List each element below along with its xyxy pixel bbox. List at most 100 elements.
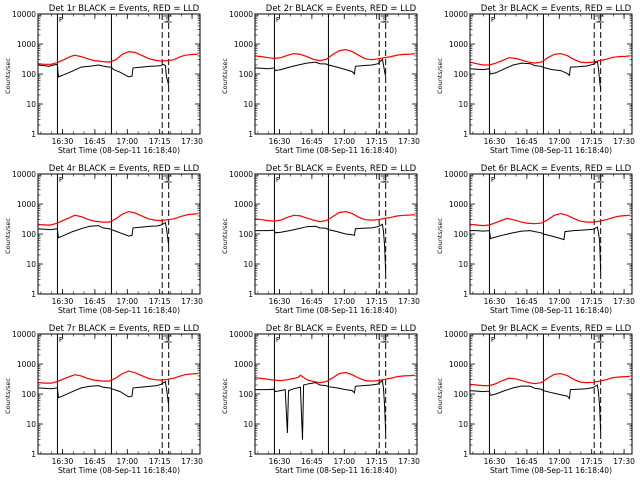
y-tick-label: 10000 bbox=[444, 330, 468, 339]
x-tick-label: 16:30 bbox=[484, 457, 506, 466]
y-axis-label: Counts/sec bbox=[221, 378, 229, 414]
marker-f-label: F bbox=[491, 16, 495, 24]
x-tick-label: 16:30 bbox=[484, 297, 506, 306]
series-lld bbox=[470, 212, 630, 227]
marker-f-label: F bbox=[59, 16, 63, 24]
y-tick-label: 10000 bbox=[12, 330, 36, 339]
x-tick-label: 17:15 bbox=[581, 297, 603, 306]
plot-area bbox=[38, 14, 198, 134]
y-tick-label: 10 bbox=[26, 420, 36, 429]
y-tick-label: 1 bbox=[463, 290, 468, 299]
x-tick-label: 17:15 bbox=[366, 457, 388, 466]
panel-title: Det 5r BLACK = Events, RED = LLD bbox=[266, 164, 417, 174]
plot-area bbox=[470, 14, 630, 134]
series-lld bbox=[255, 210, 415, 223]
plot-area bbox=[38, 174, 198, 294]
panel-title: Det 1r BLACK = Events, RED = LLD bbox=[49, 4, 200, 14]
x-tick-label: 16:30 bbox=[52, 457, 74, 466]
y-tick-label: 10000 bbox=[444, 10, 468, 19]
x-tick-label: 16:30 bbox=[52, 297, 74, 306]
y-tick-label: 1000 bbox=[449, 360, 468, 369]
x-tick-label: 17:00 bbox=[116, 137, 138, 146]
y-tick-label: 10000 bbox=[12, 170, 36, 179]
x-axis-label: Start Time (08-Sep-11 16:18:40) bbox=[58, 466, 180, 475]
plot-area bbox=[255, 174, 415, 294]
marker-f-label: F bbox=[491, 336, 495, 344]
x-tick-label: 16:30 bbox=[52, 137, 74, 146]
x-tick-label: 17:00 bbox=[333, 137, 355, 146]
series-events bbox=[470, 226, 602, 274]
y-tick-label: 100 bbox=[454, 70, 469, 79]
y-tick-label: 10 bbox=[26, 260, 36, 269]
y-tick-label: 10 bbox=[458, 100, 468, 109]
marker-f-label: F bbox=[59, 176, 63, 184]
panel-det-7: Det 7r BLACK = Events, RED = LLD Counts/s… bbox=[4, 324, 203, 475]
x-tick-label: 17:00 bbox=[333, 457, 355, 466]
y-tick-label: 100 bbox=[454, 230, 469, 239]
x-tick-label: 17:00 bbox=[116, 297, 138, 306]
x-tick-label: 17:30 bbox=[613, 297, 635, 306]
y-axis-label: Counts/sec bbox=[221, 58, 229, 94]
x-axis-label: Start Time (08-Sep-11 16:18:40) bbox=[58, 146, 180, 155]
panel-det-5: Det 5r BLACK = Events, RED = LLD Counts/s… bbox=[221, 164, 420, 315]
x-tick-label: 17:30 bbox=[398, 297, 420, 306]
plot-area bbox=[38, 334, 198, 454]
panel-title: Det 2r BLACK = Events, RED = LLD bbox=[266, 4, 417, 14]
y-tick-label: 1000 bbox=[17, 360, 36, 369]
series-lld bbox=[38, 370, 198, 384]
marker-s-label: S bbox=[383, 17, 387, 24]
y-axis-label: Counts/sec bbox=[436, 58, 444, 94]
x-tick-label: 17:00 bbox=[548, 137, 570, 146]
x-tick-label: 17:15 bbox=[149, 297, 171, 306]
panel-title: Det 9r BLACK = Events, RED = LLD bbox=[481, 324, 632, 334]
x-axis-label: Start Time (08-Sep-11 16:18:40) bbox=[275, 466, 397, 475]
y-axis-label: Counts/sec bbox=[221, 218, 229, 254]
y-tick-label: 100 bbox=[22, 230, 37, 239]
plot-frame bbox=[469, 13, 633, 135]
x-tick-label: 17:00 bbox=[548, 297, 570, 306]
plot-frame bbox=[37, 13, 201, 135]
y-tick-label: 1 bbox=[248, 450, 253, 459]
plot-frame bbox=[37, 173, 201, 295]
plot-frame bbox=[254, 173, 418, 295]
y-tick-label: 1 bbox=[248, 130, 253, 139]
panel-det-6: Det 6r BLACK = Events, RED = LLD Counts/s… bbox=[436, 164, 635, 315]
y-axis-label: Counts/sec bbox=[4, 218, 12, 254]
y-tick-label: 10 bbox=[243, 420, 253, 429]
panel-title: Det 8r BLACK = Events, RED = LLD bbox=[266, 324, 417, 334]
plot-frame bbox=[254, 13, 418, 135]
plot-frame bbox=[469, 173, 633, 295]
x-tick-label: 17:30 bbox=[398, 457, 420, 466]
x-axis-label: Start Time (08-Sep-11 16:18:40) bbox=[58, 306, 180, 315]
y-tick-label: 10000 bbox=[229, 10, 253, 19]
x-tick-label: 16:45 bbox=[516, 457, 538, 466]
y-tick-label: 1 bbox=[31, 130, 36, 139]
y-tick-label: 1000 bbox=[17, 200, 36, 209]
y-tick-label: 1 bbox=[463, 450, 468, 459]
x-tick-label: 17:30 bbox=[398, 137, 420, 146]
series-events bbox=[255, 58, 387, 78]
series-events bbox=[255, 223, 387, 274]
y-tick-label: 100 bbox=[239, 390, 254, 399]
x-tick-label: 16:45 bbox=[301, 457, 323, 466]
series-events bbox=[38, 63, 170, 87]
plot-area bbox=[470, 334, 630, 454]
x-axis-label: Start Time (08-Sep-11 16:18:40) bbox=[275, 146, 397, 155]
y-tick-label: 100 bbox=[22, 70, 37, 79]
y-tick-label: 10000 bbox=[229, 170, 253, 179]
marker-s-label: S bbox=[166, 337, 170, 344]
y-tick-label: 1000 bbox=[234, 40, 253, 49]
series-lld bbox=[255, 371, 415, 384]
marker-s-label: S bbox=[383, 337, 387, 344]
x-tick-label: 17:15 bbox=[581, 137, 603, 146]
x-tick-label: 17:30 bbox=[181, 457, 203, 466]
x-tick-label: 17:30 bbox=[181, 297, 203, 306]
plot-area bbox=[255, 14, 415, 134]
x-tick-label: 17:00 bbox=[548, 457, 570, 466]
y-tick-label: 10 bbox=[458, 420, 468, 429]
x-tick-label: 17:00 bbox=[333, 297, 355, 306]
y-tick-label: 10 bbox=[458, 260, 468, 269]
panel-det-2: Det 2r BLACK = Events, RED = LLD Counts/s… bbox=[221, 4, 420, 155]
y-tick-label: 1000 bbox=[234, 200, 253, 209]
